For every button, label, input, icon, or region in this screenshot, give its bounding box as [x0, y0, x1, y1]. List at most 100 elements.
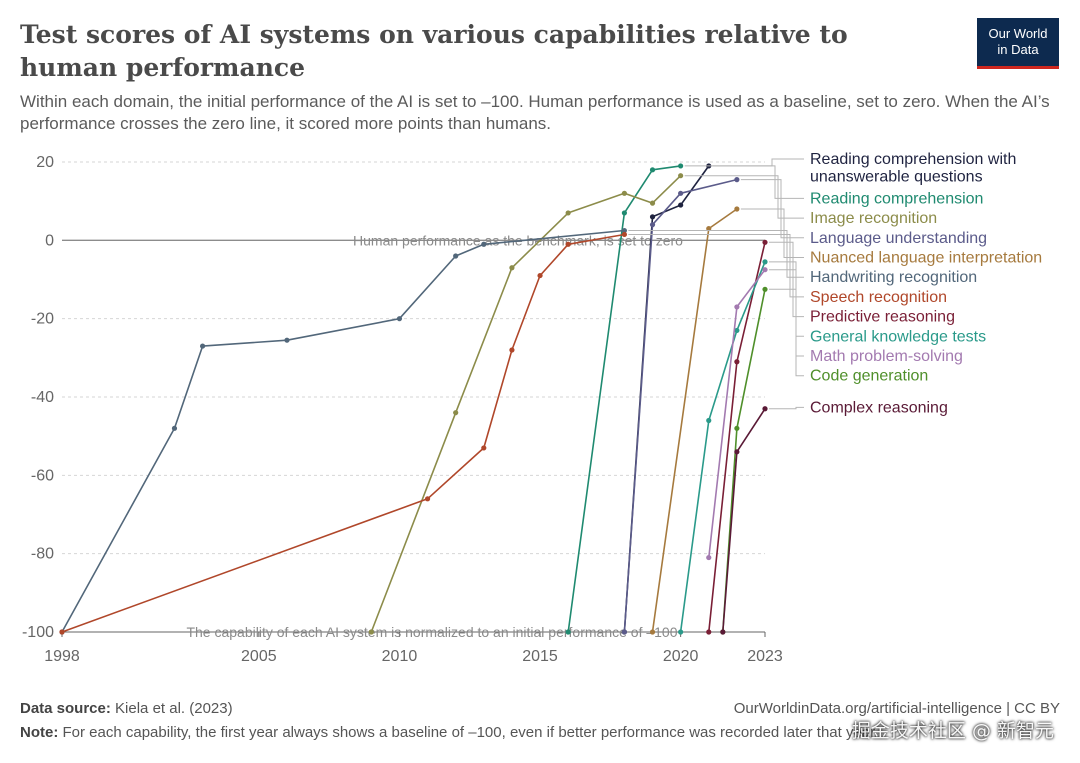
watermark: 掘金技术社区 @ 新智元 — [851, 720, 1054, 742]
series-line — [623, 178, 738, 633]
data-source-label: Data source: — [20, 700, 111, 717]
series-line — [567, 165, 681, 633]
data-point — [621, 210, 628, 216]
legend-connector — [769, 406, 804, 410]
data-point — [621, 227, 628, 234]
data-point — [368, 629, 374, 635]
data-point — [424, 496, 431, 502]
data-point — [706, 225, 712, 232]
data-source: Data source: Kiela et al. (2023) — [20, 700, 233, 717]
data-point — [762, 259, 768, 265]
data-point — [649, 200, 656, 206]
data-point — [706, 417, 712, 424]
x-tick-label: 2020 — [663, 648, 699, 665]
data-point — [200, 343, 206, 349]
data-point — [649, 222, 656, 228]
legend-connector — [740, 208, 804, 258]
legend-label: General knowledge tests — [810, 328, 986, 345]
legend-connector — [684, 165, 804, 199]
chart-subtitle: Within each domain, the initial performa… — [20, 92, 1050, 133]
data-point — [396, 316, 403, 322]
data-point — [678, 190, 684, 196]
legend-connector — [684, 175, 804, 219]
data-point — [762, 239, 768, 245]
note-text: For each capability, the first year alwa… — [62, 724, 879, 741]
x-tick-label: 2010 — [382, 648, 418, 665]
data-point — [734, 425, 740, 431]
data-point — [678, 629, 684, 635]
legend-label: unanswerable questions — [810, 169, 983, 186]
data-point — [621, 231, 628, 238]
chart-title: Test scores of AI systems on various cap… — [20, 20, 848, 82]
y-tick-label: 20 — [36, 154, 54, 171]
legend-label: Image recognition — [810, 210, 937, 227]
data-point — [678, 173, 684, 179]
legend-label: Reading comprehension — [810, 190, 983, 207]
data-point — [509, 347, 515, 353]
data-point — [734, 327, 740, 334]
data-source-text: Kiela et al. (2023) — [115, 700, 233, 717]
data-point — [762, 406, 768, 412]
data-point — [284, 337, 290, 343]
data-point — [678, 163, 684, 169]
data-point — [565, 241, 571, 247]
baseline-annotation: The capability of each AI system is norm… — [186, 624, 677, 640]
legend-label: Predictive reasoning — [810, 309, 955, 326]
data-point — [734, 177, 740, 183]
series-line — [61, 229, 625, 633]
legend-label: Speech recognition — [810, 289, 947, 306]
data-point — [453, 253, 459, 259]
owid-logo: Our World in Data — [977, 18, 1059, 69]
legend-label: Reading comprehension with — [810, 151, 1016, 168]
data-point — [720, 629, 726, 635]
data-point — [649, 629, 656, 635]
logo-line-2: in Data — [997, 42, 1039, 57]
legend-connector — [628, 233, 804, 298]
legend-label: Handwriting recognition — [810, 269, 977, 286]
series-line — [61, 233, 625, 633]
line-chart: 20 0 -20 -40 -60 -80 -100 1998 2005 2010 2015 2020 2… — [22, 151, 1042, 665]
y-tick-label: -20 — [31, 311, 54, 328]
x-tick-label: 2015 — [522, 648, 558, 665]
data-point — [565, 210, 571, 216]
legend-label: Nuanced language interpretation — [810, 250, 1042, 267]
y-tick-label: -60 — [31, 467, 54, 484]
data-point — [734, 449, 740, 455]
series-line — [722, 289, 766, 633]
data-point — [171, 425, 178, 431]
data-point — [509, 265, 515, 271]
y-tick-label: -100 — [22, 624, 54, 641]
x-tick-label: 1998 — [44, 648, 80, 665]
data-point — [481, 445, 487, 451]
data-point — [621, 190, 628, 196]
data-point — [649, 167, 656, 173]
legend-label: Math problem-solving — [810, 348, 963, 365]
data-point — [706, 554, 712, 561]
series-line — [708, 269, 766, 558]
legend-label: Complex reasoning — [810, 399, 948, 416]
data-point — [649, 214, 656, 220]
data-point — [762, 286, 768, 292]
data-point — [762, 267, 768, 273]
chart-note: Note: For each capability, the first yea… — [20, 724, 878, 741]
data-point — [734, 359, 740, 365]
legend-connector — [769, 241, 804, 318]
data-point — [565, 629, 571, 635]
series-line — [679, 261, 766, 633]
legend-connector — [769, 269, 804, 357]
note-label: Note: — [20, 724, 59, 741]
logo-line-1: Our World — [988, 26, 1048, 41]
y-tick-label: 0 — [45, 232, 54, 249]
data-point — [453, 410, 459, 416]
x-tick-label: 2023 — [747, 648, 783, 665]
data-point — [621, 629, 628, 635]
data-point — [481, 241, 487, 247]
data-point — [734, 206, 740, 212]
x-tick-label: 2005 — [241, 648, 277, 665]
data-point — [59, 629, 65, 635]
source-url[interactable]: OurWorldinData.org/artificial-intelligen… — [733, 700, 1060, 717]
data-point — [734, 304, 740, 310]
y-tick-label: -40 — [31, 389, 54, 406]
legend-connector — [769, 288, 804, 377]
legend-label: Code generation — [810, 368, 928, 385]
